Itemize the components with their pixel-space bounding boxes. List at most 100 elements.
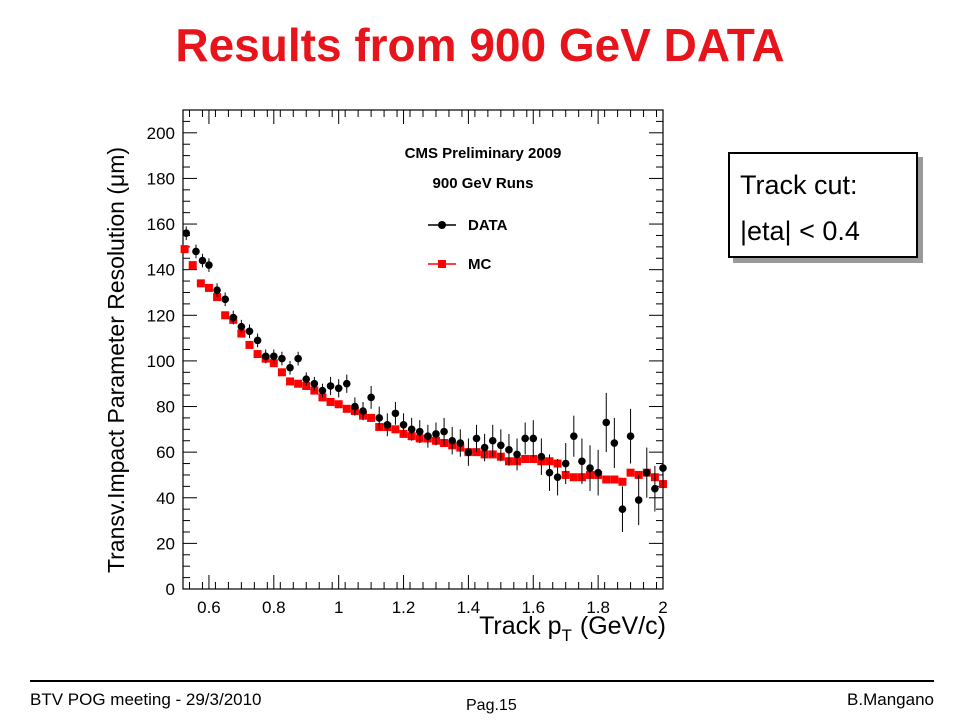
y-axis-label: Transv.Impact Parameter Resolution (μm) — [103, 147, 129, 573]
mc-point — [277, 368, 286, 377]
y-tick-label: 140 — [147, 261, 175, 280]
data-point — [253, 336, 262, 345]
data-point — [367, 393, 375, 402]
x-tick-label: 0.6 — [197, 598, 221, 617]
data-point — [440, 427, 448, 436]
footer-page-number: Pag.15 — [466, 697, 517, 714]
data-point — [342, 379, 351, 388]
y-tick-label: 180 — [147, 169, 175, 188]
mc-point — [188, 261, 197, 270]
data-series — [182, 226, 667, 532]
footer-author: B.Mangano — [847, 690, 934, 709]
data-point — [407, 425, 416, 434]
mc-point — [286, 377, 295, 386]
data-point — [651, 484, 659, 493]
data-point — [505, 446, 513, 454]
data-point — [545, 468, 554, 477]
mc-point — [391, 425, 400, 434]
x-tick-label: 0.8 — [262, 598, 286, 617]
mc-point — [342, 404, 351, 413]
data-point — [286, 363, 294, 372]
data-point — [310, 379, 319, 388]
data-point — [497, 441, 505, 450]
data-point — [659, 464, 667, 472]
mc-series — [180, 245, 667, 489]
mc-point — [196, 279, 205, 288]
mc-point — [294, 379, 303, 388]
data-point — [626, 432, 635, 440]
slide-title: Results from 900 GeV DATA — [175, 19, 785, 71]
mc-point — [618, 477, 627, 486]
x-axis-label: Track pT (GeV/c) — [479, 612, 666, 645]
data-point — [192, 247, 200, 256]
data-point — [182, 229, 191, 237]
mc-point — [334, 400, 343, 409]
resolution-plot: 0 20 40 60 80 100 120 140 160 180 200 0.6 0.8 1 1.2 1.4… — [103, 109, 668, 645]
y-tick-label: 20 — [156, 534, 175, 553]
data-point — [245, 327, 254, 336]
legend: CMS Preliminary 2009 900 GeV Runs DATA M… — [405, 145, 562, 273]
data-point — [553, 473, 562, 482]
data-point — [391, 409, 400, 418]
mc-point — [326, 397, 335, 406]
mc-point — [521, 454, 530, 463]
data-point — [594, 468, 602, 477]
mc-point — [569, 473, 578, 482]
data-point — [399, 420, 408, 429]
x-axis-label-unit: (GeV/c) — [580, 612, 666, 640]
footer-meeting: BTV POG meeting - 29/3/2010 — [30, 690, 262, 709]
mc-point — [367, 413, 376, 422]
data-point — [302, 375, 311, 383]
mc-point — [180, 245, 189, 254]
legend-mc-marker — [438, 260, 446, 268]
data-point — [383, 420, 392, 429]
data-point — [618, 505, 627, 513]
data-point — [294, 354, 302, 363]
legend-mc-label: MC — [468, 256, 491, 273]
data-point — [464, 448, 473, 456]
mc-point — [253, 350, 262, 359]
data-point — [561, 459, 570, 468]
data-point — [610, 439, 619, 447]
y-tick-label: 200 — [147, 124, 175, 143]
data-point — [529, 434, 538, 443]
track-cut-line-1: Track cut: — [740, 170, 858, 200]
mc-point — [204, 283, 213, 292]
data-point — [375, 414, 384, 422]
data-point — [205, 261, 213, 269]
data-point — [448, 436, 456, 445]
data-point — [326, 382, 335, 390]
data-point — [424, 432, 432, 440]
data-point — [634, 496, 643, 504]
legend-data-marker — [438, 221, 446, 229]
x-axis-label-sub: T — [561, 626, 571, 645]
footer-divider — [30, 680, 934, 682]
y-tick-label: 160 — [147, 215, 175, 234]
data-point — [229, 313, 238, 322]
mc-point — [626, 468, 635, 477]
data-point — [537, 452, 546, 461]
x-tick-label: 1.8 — [586, 598, 610, 617]
data-point — [278, 354, 286, 363]
data-point — [213, 286, 221, 294]
x-tick-label: 1.2 — [392, 598, 416, 617]
plot-frame — [182, 109, 664, 590]
data-point — [351, 402, 359, 411]
data-point — [456, 439, 465, 447]
legend-title-1: CMS Preliminary 2009 — [405, 145, 562, 162]
x-tick-label: 2 — [658, 598, 667, 617]
data-point — [570, 432, 578, 440]
data-point — [602, 418, 611, 427]
data-point — [359, 407, 367, 415]
data-point — [334, 384, 343, 393]
data-point — [221, 295, 229, 304]
legend-data-label: DATA — [468, 217, 508, 234]
legend-title-2: 900 GeV Runs — [433, 175, 534, 192]
data-point — [237, 322, 246, 331]
data-point — [480, 443, 489, 452]
y-tick-label: 40 — [156, 489, 175, 508]
y-tick-label: 120 — [147, 306, 175, 325]
axes-layer: 0 20 40 60 80 100 120 140 160 180 200 0.6 0.8 1 1.2 1.4… — [147, 109, 668, 617]
x-tick-label: 1 — [334, 598, 343, 617]
y-tick-label: 100 — [147, 352, 175, 371]
